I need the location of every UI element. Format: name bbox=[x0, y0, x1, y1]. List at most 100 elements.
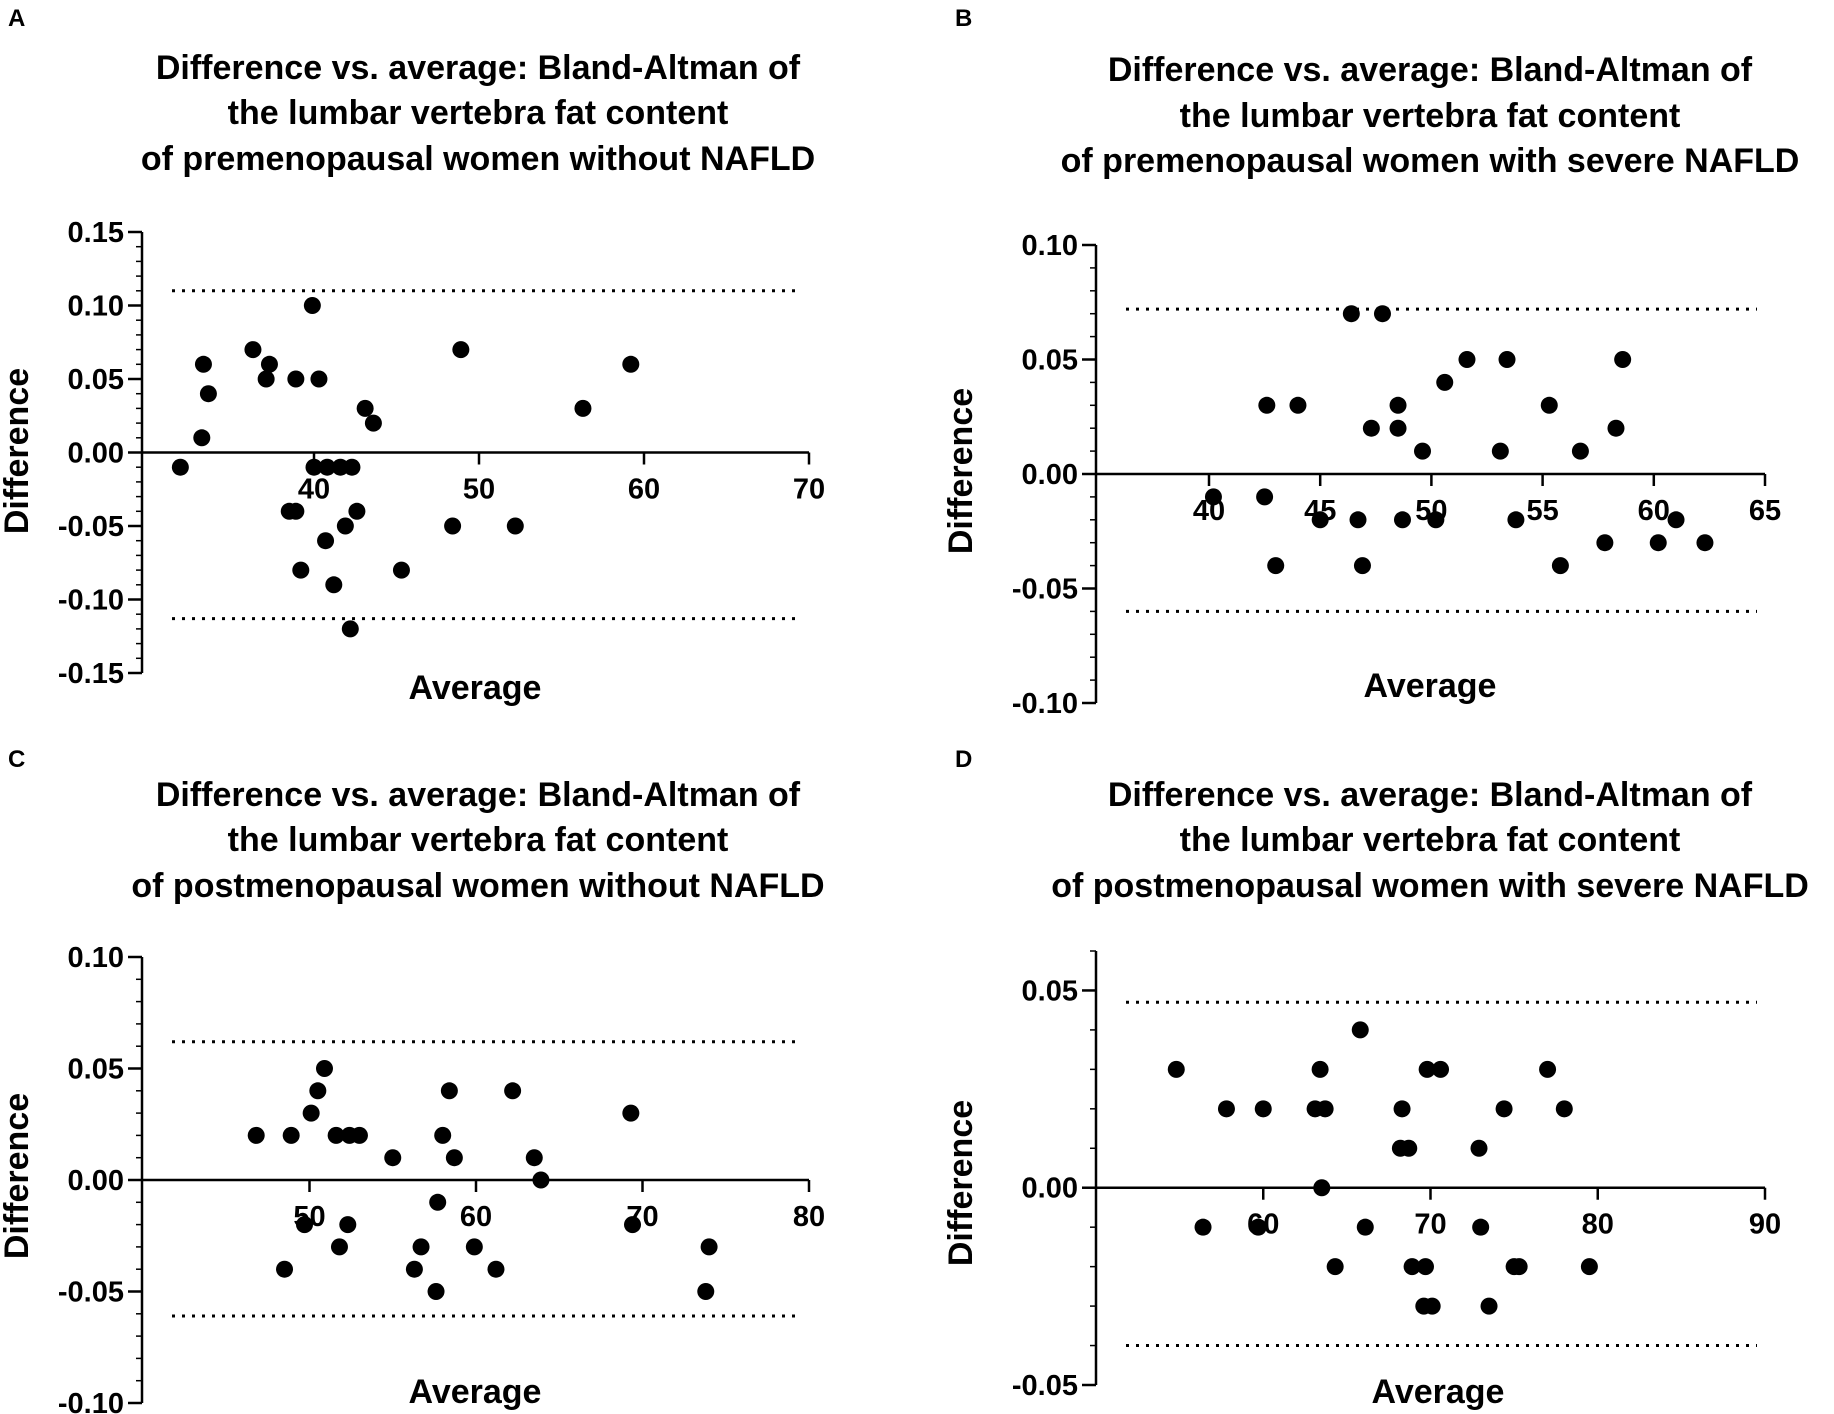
data-point bbox=[348, 502, 366, 520]
data-point bbox=[1349, 511, 1367, 529]
y-tick-label: 0.05 bbox=[68, 364, 124, 396]
data-point bbox=[1427, 511, 1445, 529]
data-point bbox=[1256, 488, 1274, 506]
panel-a: A Difference vs. average: Bland-Altman o… bbox=[0, 5, 825, 707]
x-tick-label: 65 bbox=[1749, 495, 1781, 527]
data-point bbox=[532, 1171, 550, 1189]
data-point bbox=[1316, 1100, 1334, 1118]
y-tick-label: -0.15 bbox=[58, 658, 124, 690]
data-point bbox=[700, 1238, 718, 1256]
y-tick-label: -0.05 bbox=[58, 1277, 124, 1309]
y-tick-label: -0.10 bbox=[58, 1388, 124, 1414]
panel-label: D bbox=[955, 746, 972, 773]
chart-title-line: Difference vs. average: Bland-Altman of bbox=[156, 776, 801, 814]
x-axis-title: Average bbox=[409, 669, 542, 707]
x-tick-label: 50 bbox=[463, 474, 495, 506]
x-tick-label: 70 bbox=[793, 474, 825, 506]
data-point bbox=[1204, 488, 1222, 506]
data-point bbox=[434, 1126, 452, 1144]
data-point bbox=[287, 370, 305, 388]
data-point bbox=[1607, 419, 1625, 437]
data-point bbox=[1289, 396, 1307, 414]
data-point bbox=[199, 385, 217, 403]
panel-c: C Difference vs. average: Bland-Altman o… bbox=[0, 746, 825, 1414]
data-point bbox=[465, 1238, 483, 1256]
chart-title-line: the lumbar vertebra fat content bbox=[1180, 821, 1681, 859]
chart-title-line: of postmenopausal women with severe NAFL… bbox=[1051, 867, 1809, 905]
data-point bbox=[292, 561, 310, 579]
data-point bbox=[317, 532, 335, 550]
chart-title-line: Difference vs. average: Bland-Altman of bbox=[156, 49, 801, 87]
data-point bbox=[1356, 1218, 1374, 1236]
data-point bbox=[1311, 511, 1329, 529]
data-point bbox=[1258, 396, 1276, 414]
data-point bbox=[364, 414, 382, 432]
y-tick-label: -0.05 bbox=[1012, 574, 1078, 606]
data-point bbox=[1580, 1258, 1598, 1276]
data-point bbox=[1353, 557, 1371, 575]
data-point bbox=[624, 1216, 642, 1234]
data-point bbox=[257, 370, 275, 388]
y-tick-label: -0.10 bbox=[1012, 688, 1078, 720]
data-point bbox=[282, 1126, 300, 1144]
x-tick-label: 90 bbox=[1749, 1209, 1781, 1241]
data-point bbox=[1510, 1258, 1528, 1276]
plot-area: -0.050.000.0560708090 bbox=[1012, 950, 1781, 1402]
data-point bbox=[1217, 1100, 1235, 1118]
x-tick-label: 40 bbox=[298, 474, 330, 506]
data-point bbox=[1313, 1179, 1331, 1197]
chart-title-line: Difference vs. average: Bland-Altman of bbox=[1108, 51, 1753, 89]
y-axis-title: Difference bbox=[0, 368, 36, 534]
data-point bbox=[392, 561, 410, 579]
x-tick-label: 80 bbox=[1582, 1209, 1614, 1241]
data-point bbox=[325, 576, 343, 594]
chart-title-line: the lumbar vertebra fat content bbox=[228, 94, 729, 132]
data-point bbox=[339, 1216, 357, 1234]
data-point bbox=[1326, 1258, 1344, 1276]
data-point bbox=[1540, 396, 1558, 414]
data-point bbox=[302, 1104, 320, 1122]
x-tick-label: 80 bbox=[793, 1201, 825, 1233]
chart-title-line: the lumbar vertebra fat content bbox=[228, 821, 729, 859]
y-axis-title: Difference bbox=[942, 1100, 980, 1266]
data-point bbox=[341, 620, 359, 638]
data-point bbox=[452, 341, 470, 359]
data-point bbox=[1423, 1297, 1441, 1315]
data-point bbox=[384, 1149, 402, 1167]
y-axis-title: Difference bbox=[942, 388, 980, 554]
data-point bbox=[193, 429, 211, 447]
data-point bbox=[487, 1260, 505, 1278]
chart-title-line: Difference vs. average: Bland-Altman of bbox=[1108, 776, 1753, 814]
panel-d: D Difference vs. average: Bland-Altman o… bbox=[942, 746, 1809, 1411]
x-axis-title: Average bbox=[1364, 667, 1497, 705]
data-point bbox=[356, 399, 374, 417]
data-point bbox=[1432, 1060, 1450, 1078]
data-point bbox=[303, 297, 321, 314]
data-point bbox=[1389, 396, 1407, 414]
chart-title-line: the lumbar vertebra fat content bbox=[1180, 97, 1681, 135]
data-point bbox=[574, 399, 592, 417]
y-tick-label: 0.10 bbox=[68, 291, 124, 323]
y-tick-label: 0.00 bbox=[1022, 1173, 1078, 1205]
data-point bbox=[1696, 534, 1714, 552]
data-point bbox=[1267, 557, 1285, 575]
data-point bbox=[305, 458, 323, 476]
data-point bbox=[1472, 1218, 1490, 1236]
data-point bbox=[1351, 1021, 1369, 1039]
data-point bbox=[1194, 1218, 1212, 1236]
data-point bbox=[412, 1238, 430, 1256]
data-point bbox=[1480, 1297, 1498, 1315]
data-point bbox=[318, 458, 336, 476]
chart-title-line: of premenopausal women with severe NAFLD bbox=[1061, 142, 1800, 180]
x-tick-label: 60 bbox=[1638, 495, 1670, 527]
panel-label: A bbox=[8, 5, 25, 32]
x-axis-title: Average bbox=[1372, 1373, 1505, 1411]
y-tick-label: 0.00 bbox=[1022, 459, 1078, 491]
data-point bbox=[260, 355, 278, 373]
data-point bbox=[309, 1082, 327, 1100]
data-point bbox=[1393, 511, 1411, 529]
y-tick-label: 0.00 bbox=[68, 1165, 124, 1197]
y-tick-label: -0.05 bbox=[58, 511, 124, 543]
